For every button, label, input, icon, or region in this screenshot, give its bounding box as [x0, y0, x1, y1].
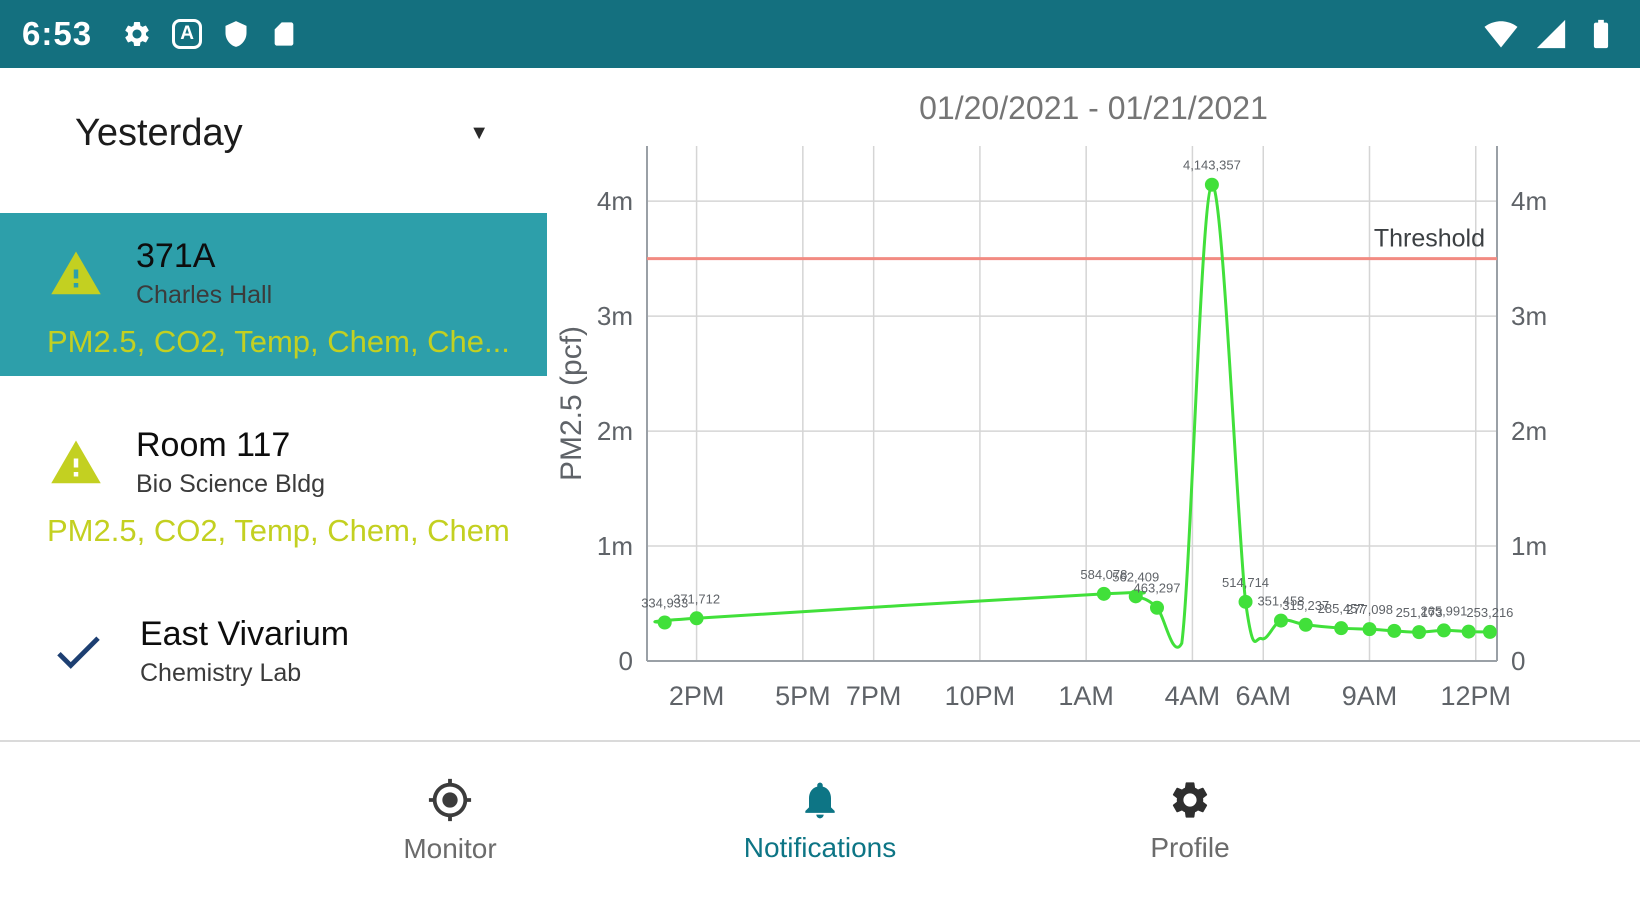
svg-text:PM2.5 (pcf): PM2.5 (pcf)	[555, 326, 588, 481]
svg-text:285,457: 285,457	[1318, 601, 1365, 616]
svg-text:12PM: 12PM	[1440, 681, 1511, 711]
check-icon	[57, 636, 100, 669]
sensor-name: Room 117	[136, 426, 291, 464]
svg-text:253,216: 253,216	[1466, 605, 1513, 620]
battery-icon	[1593, 19, 1609, 49]
svg-text:0: 0	[1511, 646, 1525, 676]
sensor-types: PM2.5, CO2, Temp, Chem, Che...	[47, 324, 510, 359]
nav-notifications-label: Notifications	[743, 832, 897, 863]
svg-text:562,409: 562,409	[1112, 569, 1159, 584]
sensor-location: Chemistry Lab	[140, 659, 302, 687]
svg-text:10PM: 10PM	[945, 681, 1016, 711]
clock: 6:53	[22, 15, 93, 52]
sensor-list: 371A Charles Hall PM2.5, CO2, Temp, Chem…	[0, 213, 547, 704]
svg-text:5PM: 5PM	[775, 681, 831, 711]
nav-monitor[interactable]: Monitor	[330, 777, 570, 865]
gear-icon	[125, 22, 149, 46]
svg-text:7PM: 7PM	[846, 681, 902, 711]
svg-text:2m: 2m	[1511, 416, 1547, 446]
svg-text:4m: 4m	[1511, 186, 1547, 216]
wifi-icon	[1484, 21, 1518, 48]
sim-card-icon	[274, 22, 294, 46]
sensor-item-east-vivarium[interactable]: East Vivarium Chemistry Lab	[0, 591, 547, 704]
my-location-icon	[428, 778, 472, 822]
nav-monitor-label: Monitor	[403, 833, 497, 864]
svg-text:1m: 1m	[597, 531, 633, 561]
svg-text:Threshold: Threshold	[1374, 225, 1485, 253]
svg-text:1m: 1m	[1511, 531, 1547, 561]
svg-text:315,237: 315,237	[1282, 598, 1329, 613]
nav-profile[interactable]: Profile	[1070, 778, 1310, 864]
sensor-name: East Vivarium	[140, 615, 350, 653]
svg-text:6AM: 6AM	[1235, 681, 1291, 711]
sensor-sidebar: Yesterday ▼ 371A Charles Hall PM2.5, CO2…	[0, 68, 547, 740]
svg-text:3m: 3m	[1511, 301, 1547, 331]
shield-icon	[225, 21, 247, 47]
nav-notifications[interactable]: Notifications	[700, 778, 940, 864]
status-bar: 6:53 A	[0, 0, 1640, 68]
svg-text:4AM: 4AM	[1165, 681, 1221, 711]
signal-icon	[1536, 19, 1566, 49]
chevron-down-icon: ▼	[469, 122, 489, 144]
svg-text:3m: 3m	[597, 301, 633, 331]
svg-text:514,714: 514,714	[1222, 575, 1269, 590]
date-range-dropdown[interactable]: Yesterday ▼	[75, 112, 489, 155]
warning-icon	[51, 440, 101, 483]
sensor-item-371a[interactable]: 371A Charles Hall PM2.5, CO2, Temp, Chem…	[0, 213, 547, 376]
chart-date-range: 01/20/2021 - 01/21/2021	[919, 90, 1268, 126]
svg-text:4m: 4m	[597, 186, 633, 216]
chart-panel: 01/20/2021 - 01/21/2021 2PM 5PM 7PM 10PM 1AM…	[547, 68, 1640, 740]
svg-text:251,173: 251,173	[1396, 605, 1443, 620]
svg-text:334,933: 334,933	[641, 595, 688, 610]
svg-text:0: 0	[619, 646, 633, 676]
bottom-navigation: Monitor Notifications Profile	[0, 740, 1640, 900]
warning-icon	[51, 251, 101, 294]
svg-text:371,712: 371,712	[673, 591, 720, 606]
nav-profile-label: Profile	[1150, 832, 1230, 863]
svg-text:2PM: 2PM	[669, 681, 725, 711]
sensor-location: Bio Science Bldg	[136, 470, 326, 498]
bell-icon	[805, 782, 835, 819]
sensor-location: Charles Hall	[136, 281, 273, 309]
svg-text:351,458: 351,458	[1257, 594, 1304, 609]
svg-text:9AM: 9AM	[1342, 681, 1398, 711]
svg-text:265,991: 265,991	[1420, 603, 1467, 618]
date-range-label: Yesterday	[75, 112, 243, 154]
letter-a-icon: A	[172, 19, 203, 49]
svg-text:2m: 2m	[597, 416, 633, 446]
svg-text:463,297: 463,297	[1134, 581, 1181, 596]
svg-text:1AM: 1AM	[1058, 681, 1114, 711]
sensor-item-room117[interactable]: Room 117 Bio Science Bldg PM2.5, CO2, Te…	[0, 402, 547, 565]
sensor-types: PM2.5, CO2, Temp, Chem, Chem	[47, 513, 510, 548]
svg-text:584,078: 584,078	[1080, 567, 1127, 582]
gear-icon	[1172, 782, 1208, 818]
svg-text:277,098: 277,098	[1346, 602, 1393, 617]
sensor-name: 371A	[136, 237, 216, 275]
svg-text:4,143,357: 4,143,357	[1183, 158, 1241, 173]
